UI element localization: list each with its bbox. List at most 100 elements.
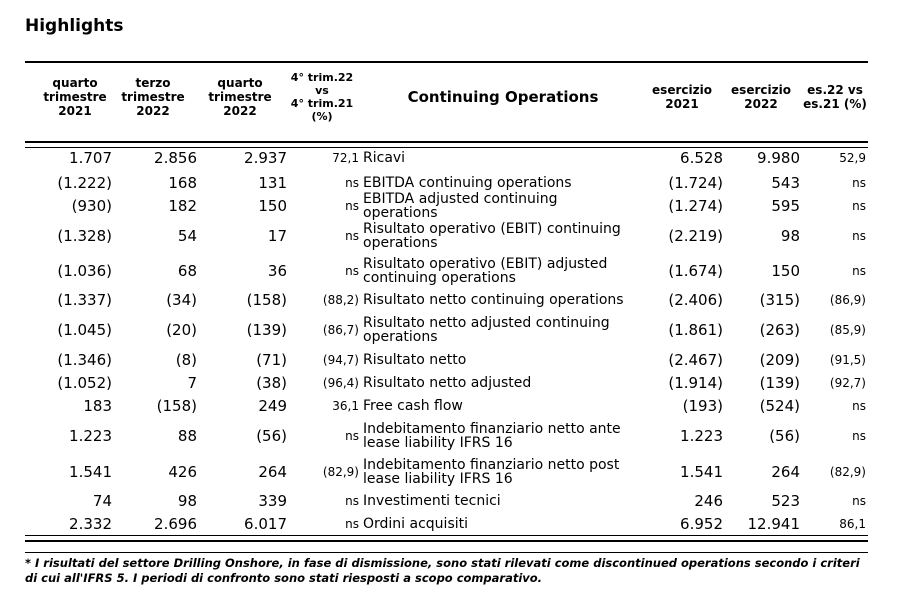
column-header: Continuing Operations [407,88,599,106]
cell: 72,1 [332,151,359,165]
cell: ns [345,199,359,213]
cell: 1.541 [69,463,112,481]
column-header: esercizio 2021 [652,83,712,111]
row-label: Indebitamento finanziario netto ante lea… [363,421,621,451]
cell: (1.036) [57,262,112,280]
cell: 98 [177,492,197,510]
cell: (524) [759,397,800,415]
cell: 6.952 [680,515,723,533]
column-header: esercizio 2022 [731,83,791,111]
cell: 98 [780,227,800,245]
row-label: Risultato netto adjusted continuing oper… [363,315,610,345]
cell: 2.856 [154,149,197,167]
footnote: * I risultati del settore Drilling Onsho… [25,556,860,585]
cell: (71) [256,351,287,369]
cell: (20) [166,321,197,339]
cell: 1.707 [69,149,112,167]
cell: 543 [771,174,800,192]
cell: 6.528 [680,149,723,167]
cell: ns [345,229,359,243]
row-label: EBITDA adjusted continuing operations [363,191,558,221]
column-header: 4° trim.22 vs 4° trim.21 (%) [290,71,354,123]
cell: ns [345,494,359,508]
cell: ns [852,199,866,213]
rule [25,535,868,536]
cell: 339 [258,492,287,510]
cell: (1.222) [57,174,112,192]
cell: (1.724) [668,174,723,192]
cell: ns [852,229,866,243]
cell: (263) [759,321,800,339]
cell: (139) [246,321,287,339]
cell: 74 [92,492,112,510]
cell: (209) [759,351,800,369]
row-label: Risultato netto continuing operations [363,292,624,308]
cell: 36 [267,262,287,280]
cell: 131 [258,174,287,192]
cell: (1.674) [668,262,723,280]
cell: 264 [771,463,800,481]
cell: (94,7) [322,353,359,367]
cell: ns [345,176,359,190]
cell: ns [345,429,359,443]
cell: (2.406) [668,291,723,309]
cell: ns [345,264,359,278]
row-label: Ricavi [363,150,406,166]
cell: 1.541 [680,463,723,481]
cell: 426 [168,463,197,481]
cell: ns [345,517,359,531]
cell: ns [852,176,866,190]
cell: 183 [83,397,112,415]
cell: ns [852,264,866,278]
cell: 168 [168,174,197,192]
cell: 68 [177,262,197,280]
cell: 36,1 [332,399,359,413]
cell: 1.223 [680,427,723,445]
cell: (2.219) [668,227,723,245]
cell: (85,9) [829,323,866,337]
cell: (1.914) [668,374,723,392]
row-label: Ordini acquisiti [363,516,469,532]
row-label: Risultato operativo (EBIT) continuing op… [363,221,621,251]
row-label: Risultato netto [363,352,467,368]
column-header: quarto trimestre 2022 [208,76,272,118]
cell: (930) [71,197,112,215]
cell: (86,9) [829,293,866,307]
cell: (2.467) [668,351,723,369]
cell: 595 [771,197,800,215]
title: Highlights [25,16,124,36]
column-header: es.22 vs es.21 (%) [803,83,867,111]
cell: (1.337) [57,291,112,309]
cell: (1.052) [57,374,112,392]
cell: 264 [258,463,287,481]
rule [25,147,868,148]
cell: 2.696 [154,515,197,533]
cell: 52,9 [839,151,866,165]
cell: 1.223 [69,427,112,445]
cell: (34) [166,291,197,309]
cell: 9.980 [757,149,800,167]
cell: (315) [759,291,800,309]
cell: (96,4) [322,376,359,390]
cell: (158) [246,291,287,309]
cell: (158) [156,397,197,415]
cell: (82,9) [829,465,866,479]
cell: 7 [187,374,197,392]
cell: ns [852,494,866,508]
rule [25,61,868,63]
cell: 182 [168,197,197,215]
cell: 246 [694,492,723,510]
cell: (88,2) [322,293,359,307]
cell: (56) [256,427,287,445]
cell: ns [852,429,866,443]
cell: 6.017 [244,515,287,533]
cell: (56) [769,427,800,445]
cell: 150 [258,197,287,215]
rule [25,141,868,143]
cell: (1.045) [57,321,112,339]
column-header: quarto trimestre 2021 [43,76,107,118]
row-label: Free cash flow [363,398,463,414]
cell: 17 [267,227,287,245]
row-label: Investimenti tecnici [363,493,501,509]
